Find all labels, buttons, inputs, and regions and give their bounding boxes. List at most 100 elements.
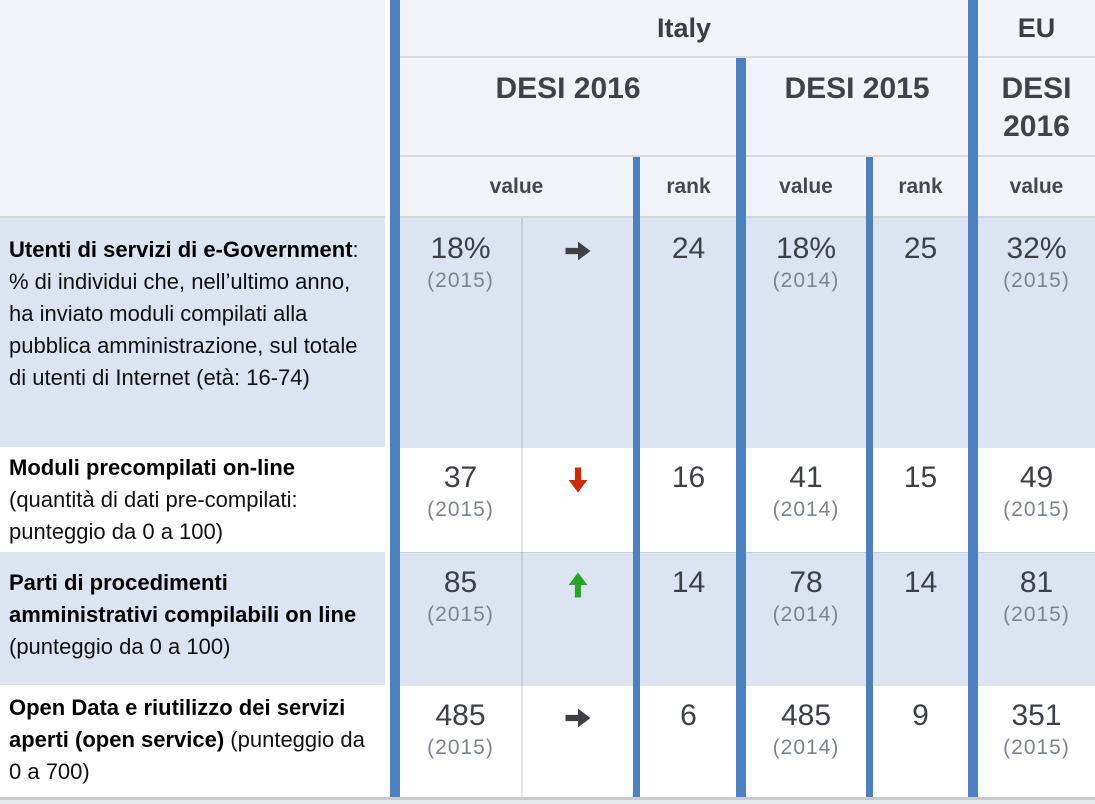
table-cell-value: 85 (2015) [400,552,521,685]
table-cell-rank: 14 [641,552,736,685]
value-text: 351 [1011,699,1062,732]
table-cell-value: 18% (2014) [746,218,866,447]
trend-stable-icon [563,703,593,733]
rank-text: 25 [903,232,938,265]
header-divider-line [400,155,1095,157]
value-year: (2015) [427,603,494,626]
table-cell-rank: 9 [873,685,968,797]
table-cell-value: 41 (2014) [746,447,866,552]
row-background [0,218,1095,447]
rank-text: 6 [680,699,697,732]
column-header-rank: rank [898,174,943,198]
indicator-name: Utenti di servizi di e-Government [9,237,353,262]
header-background [0,0,1095,217]
trend-up-icon [563,570,593,600]
row-divider-line [400,685,1095,686]
value-year: (2014) [772,603,840,626]
rank-text: 9 [912,699,929,732]
value-text: 485 [435,699,486,732]
column-group-italy: Italy [656,13,712,43]
table-cell-value: 81 (2015) [978,552,1095,685]
table-cell-value: 485 (2015) [400,685,521,797]
value-text: 37 [443,461,478,494]
table-cell-value: 78 (2014) [746,552,866,685]
indicator-description: : % di individui che, nell’ultimo anno, … [9,237,359,390]
value-arrow-divider [521,218,523,797]
column-header-value: value [779,174,833,198]
value-text: 18% [775,232,837,265]
indicator-description: (quantità di dati pre-compilati: puntegg… [9,487,298,544]
value-year: (2015) [427,498,494,521]
value-year: (2014) [772,736,840,759]
value-year: (2015) [1003,736,1070,759]
row-divider-line [400,552,1095,553]
indicator-label: Utenti di servizi di e-Government: % di … [0,218,385,447]
divider-value-rank-1 [633,157,640,797]
column-header-value: value [489,174,544,198]
column-header-eu-desi-2016: DESI 2016 [1001,72,1072,143]
divider-desi2016-desi2015 [736,58,746,797]
column-header-desi-2015: DESI 2015 [784,72,930,105]
value-year: (2014) [772,498,840,521]
rank-text: 16 [671,461,706,494]
indicator-label: Open Data e riutilizzo dei servizi apert… [0,685,385,797]
trend-stable-icon [563,236,593,266]
value-year: (2015) [427,736,494,759]
table-cell-trend [523,218,633,447]
value-year: (2015) [1003,603,1070,626]
indicator-label: Parti di procedimenti amministrativi com… [0,552,385,685]
indicator-description: (punteggio da 0 a 100) [9,634,231,659]
header-divider-line [400,56,1095,58]
rank-text: 14 [671,566,706,599]
value-year: (2015) [1003,269,1070,292]
indicator-name: Parti di procedimenti amministrativi com… [9,570,357,627]
table-cell-rank: 6 [641,685,736,797]
table-cell-value: 32% (2015) [978,218,1095,447]
rank-text: 15 [903,461,938,494]
table-cell-trend [523,447,633,552]
value-text: 85 [443,566,478,599]
column-header-value: value [1009,174,1064,198]
divider-left-blue-bar [390,0,400,797]
divider-italy-eu [968,0,978,797]
table-cell-rank: 15 [873,447,968,552]
value-text: 32% [1006,232,1067,265]
row-background [0,552,1095,685]
table-cell-trend [523,685,633,797]
row-background [0,685,1095,797]
value-year: (2015) [1003,498,1070,521]
value-text: 41 [789,461,823,494]
value-text: 81 [1019,566,1054,599]
value-text: 18% [430,232,491,265]
table-cell-rank: 25 [873,218,968,447]
indicator-name: Open Data e riutilizzo dei servizi apert… [9,695,346,752]
row-divider-line [0,216,1095,218]
divider-value-rank-2 [866,157,873,797]
indicator-label: Moduli precompilati on-line (quantità di… [0,447,385,552]
rank-text: 14 [903,566,938,599]
indicator-description: (punteggio da 0 a 700) [9,727,365,784]
table-cell-trend [523,552,633,685]
row-divider-line [400,447,1095,448]
table-bottom-border [0,797,1095,800]
value-text: 49 [1019,461,1054,494]
column-header-rank: rank [666,174,711,198]
value-text: 78 [789,566,823,599]
label-column-gap [385,0,390,797]
table-cell-rank: 14 [873,552,968,685]
table-cell-value: 18% (2015) [400,218,521,447]
value-year: (2014) [772,269,840,292]
indicator-name: Moduli precompilati on-line [9,455,295,480]
table-cell-value: 351 (2015) [978,685,1095,797]
rank-text: 24 [671,232,706,265]
table-cell-value: 49 (2015) [978,447,1095,552]
value-year: (2015) [427,269,494,292]
table-cell-rank: 16 [641,447,736,552]
row-background [0,447,1095,552]
table-cell-value: 37 (2015) [400,447,521,552]
table-bottom-shadow [0,800,1095,804]
value-text: 485 [780,699,832,732]
table-cell-rank: 24 [641,218,736,447]
table-cell-value: 485 (2014) [746,685,866,797]
